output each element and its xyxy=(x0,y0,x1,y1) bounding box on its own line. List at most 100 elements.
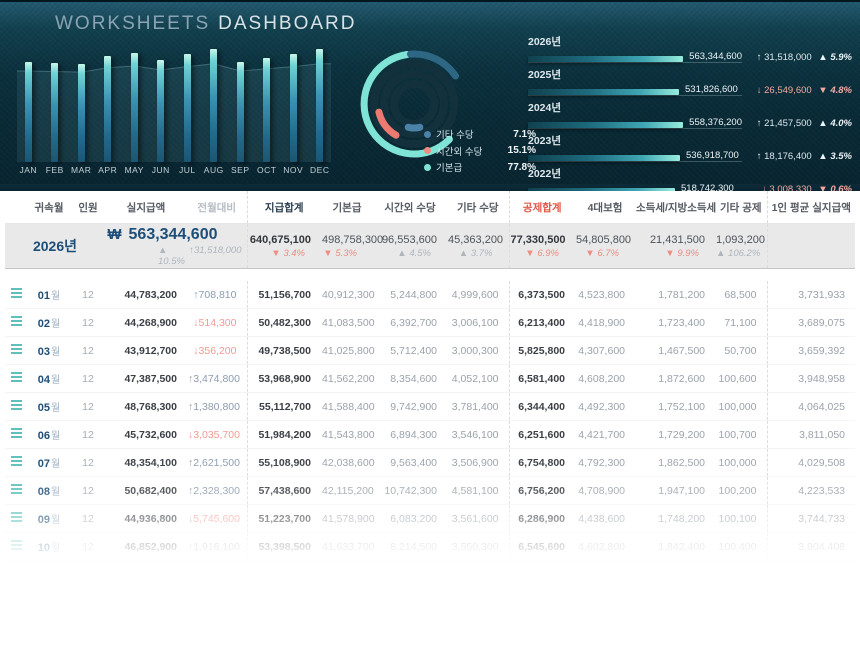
year-change: ↑ 18,176,400 xyxy=(756,151,812,162)
summary-insurance-percent: ▼ 6.7% xyxy=(585,247,619,259)
row-list-icon[interactable] xyxy=(10,484,22,494)
bar-column xyxy=(68,32,95,162)
year-change: ↑ 31,518,000 xyxy=(756,52,812,63)
row-other_allow: 3,546,100 xyxy=(447,420,509,449)
legend-label: 기타 수당 xyxy=(436,130,474,142)
row-mom: ↓3,035,700 xyxy=(187,420,247,449)
row-list-icon[interactable] xyxy=(10,540,22,550)
bar-oct xyxy=(263,58,271,162)
row-list-icon[interactable] xyxy=(10,316,22,326)
bar-label: DEC xyxy=(310,165,330,175)
row-pay_total: 53,968,900 xyxy=(246,364,321,393)
year-value: 536,918,700 xyxy=(686,150,739,161)
row-pay_total: 49,738,500 xyxy=(246,336,321,365)
row-list-icon[interactable] xyxy=(10,400,22,410)
row-avg_net: 3,948,958 xyxy=(766,364,855,393)
row-month[interactable]: 05월 xyxy=(27,392,71,421)
row-insurance: 4,602,800 xyxy=(575,532,635,561)
row-month[interactable]: 02월 xyxy=(27,308,71,337)
summary-avg_net-percent xyxy=(769,245,846,247)
row-net_pay: 46,852,900 xyxy=(105,532,187,561)
summary-base_pay-percent: ▼ 5.3% xyxy=(323,247,357,259)
year-value: 558,376,200 xyxy=(689,117,742,128)
year-bar xyxy=(528,89,679,95)
bar-column xyxy=(174,32,201,162)
month-number: 08 xyxy=(37,486,51,498)
row-net_pay: 50,682,400 xyxy=(105,476,187,505)
row-month[interactable]: 06월 xyxy=(27,420,71,449)
bar-label: FEB xyxy=(45,165,64,175)
table-row: 03월 12 43,912,700 ↓356,200 49,738,500 41,025,… xyxy=(5,336,855,365)
row-list-icon[interactable] xyxy=(10,456,22,466)
row-headcount: 12 xyxy=(71,281,105,309)
row-overtime: 5,712,400 xyxy=(373,336,447,365)
legend-item: 기본급 77.8% xyxy=(424,159,536,176)
row-month[interactable]: 10월 xyxy=(27,532,71,561)
col-header-other_deduct: 기타 공제 xyxy=(715,191,767,224)
row-month[interactable]: 04월 xyxy=(27,364,71,393)
bar-sep xyxy=(236,62,244,162)
row-deduct_total: 6,754,800 xyxy=(508,448,575,477)
bar-label: APR xyxy=(98,165,118,175)
year-percent: ▼ 0.6% xyxy=(818,184,852,195)
row-month[interactable]: 03월 xyxy=(27,336,71,365)
row-avg_net: 4,223,533 xyxy=(766,476,855,505)
month-number: 06 xyxy=(37,430,51,442)
row-net_pay: 47,387,500 xyxy=(105,364,187,393)
row-list-icon[interactable] xyxy=(10,428,22,438)
row-list-icon[interactable] xyxy=(10,288,22,298)
summary-overtime-percent: ▲ 4.5% xyxy=(397,247,431,259)
month-suffix: 월 xyxy=(51,515,61,526)
bar-apr xyxy=(104,56,112,162)
summary-pay_total: 640,675,100 ▼ 3.4% xyxy=(246,223,321,269)
monthly-bar-chart: JAN FEB MAR APR MAY JUN JUL AUG SEP OCT NOV DEC xyxy=(15,32,333,180)
row-pay_total: 51,984,200 xyxy=(246,420,321,449)
row-other_deduct: 100,100 xyxy=(715,504,767,533)
hero-bottom-strip xyxy=(0,184,860,191)
row-list-icon[interactable] xyxy=(10,372,22,382)
row-insurance: 4,418,900 xyxy=(575,308,635,337)
summary-overtime-value: 96,553,600 xyxy=(381,233,437,246)
bar-mar xyxy=(77,64,85,162)
month-suffix: 월 xyxy=(51,459,61,470)
row-headcount: 12 xyxy=(71,364,105,393)
bar-jul xyxy=(183,54,191,162)
legend-label: 시간외 수당 xyxy=(436,146,483,158)
table-row: 06월 12 45,732,600 ↓3,035,700 51,984,200 41,54… xyxy=(5,420,855,449)
row-headcount: 12 xyxy=(71,448,105,477)
row-overtime: 9,563,400 xyxy=(373,448,447,477)
row-list-icon[interactable] xyxy=(10,344,22,354)
row-pay_total: 57,438,600 xyxy=(246,476,321,505)
row-list-icon[interactable] xyxy=(10,512,22,522)
row-icon-cell xyxy=(5,336,27,365)
col-header-overtime: 시간외 수당 xyxy=(373,191,447,224)
row-month[interactable]: 07월 xyxy=(27,448,71,477)
row-insurance: 4,523,800 xyxy=(575,281,635,309)
year-value: 518,742,300 xyxy=(681,183,734,194)
year-label: 2023년 xyxy=(528,135,562,147)
bar-axis-labels: JAN FEB MAR APR MAY JUN JUL AUG SEP OCT NOV DEC xyxy=(15,165,333,175)
row-overtime: 5,244,800 xyxy=(373,281,447,309)
col-header-pay_total: 지급합계 xyxy=(246,191,321,224)
row-headcount: 12 xyxy=(71,392,105,421)
row-month[interactable]: 08월 xyxy=(27,476,71,505)
month-suffix: 월 xyxy=(51,487,61,498)
summary-other_deduct-value: 1,093,200 xyxy=(716,233,765,246)
row-net_pay: 44,268,900 xyxy=(105,308,187,337)
month-number: 09 xyxy=(37,514,51,526)
row-base_pay: 41,588,400 xyxy=(321,392,375,421)
row-other_deduct: 100,700 xyxy=(715,420,767,449)
row-month[interactable]: 01월 xyxy=(27,281,71,309)
donut-bg-ring-outer xyxy=(370,60,458,148)
row-month[interactable]: 09월 xyxy=(27,504,71,533)
row-base_pay: 42,115,200 xyxy=(321,476,374,505)
row-deduct_total: 6,756,200 xyxy=(508,476,575,505)
year-row: 2025년 531,826,600 ↓ 26,549,600 ▼ 4.8% xyxy=(528,69,852,96)
year-row: 2024년 558,376,200 ↑ 21,457,500 ▲ 4.0% xyxy=(528,102,852,129)
row-icon-cell xyxy=(5,392,27,421)
summary-income_tax-value: 21,431,500 xyxy=(649,233,705,246)
table-row: 07월 12 48,354,100 ↑2,621,500 55,108,900 42,03… xyxy=(5,448,855,477)
row-headcount: 12 xyxy=(71,476,105,505)
donut-arc-other-allowance xyxy=(404,123,424,132)
bar-column xyxy=(15,32,42,162)
